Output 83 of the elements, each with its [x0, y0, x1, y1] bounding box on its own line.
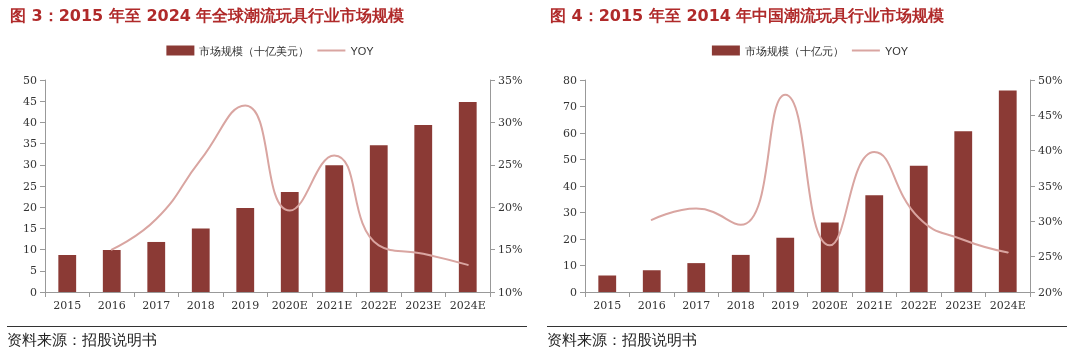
- y2-tick-label: 30%: [498, 115, 523, 129]
- text: 资料来源：招股说明书: [7, 326, 527, 350]
- legend-label: YOY: [350, 44, 375, 57]
- y-tick-label: 50: [23, 73, 37, 87]
- bar: [102, 250, 121, 292]
- x-tick-label: 2016: [97, 299, 126, 312]
- x-tick-label: 2015: [593, 299, 622, 312]
- y2-tick-label: 20%: [498, 200, 523, 214]
- y-tick-label: 10: [563, 259, 577, 272]
- legend-label: 市场规模（十亿元）: [744, 44, 844, 57]
- y-tick-label: 40: [23, 115, 37, 129]
- bar: [998, 90, 1017, 292]
- bar: [865, 195, 884, 292]
- bar: [191, 228, 210, 292]
- y-tick-label: 20: [23, 200, 37, 214]
- x-tick-label: 2021E: [856, 299, 893, 312]
- y-tick-label: 60: [563, 126, 577, 140]
- x-tick-label: 2018: [726, 299, 755, 312]
- y2-tick-label: 25%: [1038, 250, 1063, 264]
- y2-tick-label: 35%: [498, 73, 523, 87]
- bar: [325, 165, 344, 292]
- bar: [458, 102, 477, 292]
- y-tick-label: 10: [23, 243, 37, 257]
- y2-tick-label: 50%: [1038, 73, 1063, 87]
- x-tick-label: 2022E: [900, 299, 937, 312]
- y2-tick-label: 45%: [1038, 108, 1063, 122]
- bar: [687, 263, 706, 292]
- y-tick-label: 20: [563, 232, 577, 246]
- bar: [776, 237, 795, 292]
- y-tick-label: 0: [30, 285, 37, 299]
- x-tick-label: 2024E: [449, 299, 486, 312]
- x-tick-label: 2016: [637, 299, 666, 312]
- y2-tick-label: 30%: [1038, 214, 1063, 228]
- y-tick-label: 45: [23, 94, 37, 108]
- x-tick-label: 2015: [53, 299, 82, 312]
- bar: [820, 222, 839, 292]
- y-tick-label: 0: [570, 285, 577, 299]
- y2-tick-label: 10%: [498, 285, 523, 299]
- x-tick-label: 2017: [142, 299, 171, 312]
- bar: [954, 131, 973, 292]
- y-tick-label: 35: [23, 137, 37, 151]
- x-tick-label: 2022E: [360, 299, 397, 312]
- y-tick-label: 50: [563, 153, 577, 166]
- bar: [369, 145, 388, 292]
- bar: [731, 254, 750, 292]
- text: 资料来源：招股说明书: [547, 326, 1067, 350]
- y-tick-label: 30: [23, 158, 37, 172]
- bar: [642, 270, 661, 292]
- legend-label: YOY: [884, 44, 909, 57]
- bar: [147, 241, 166, 292]
- bar: [414, 124, 433, 292]
- chart-title: 图 4：2015 年至 2014 年中国潮流玩具行业市场规模: [550, 5, 945, 25]
- line-series: [650, 93, 1009, 254]
- x-tick-label: 2023E: [945, 299, 982, 312]
- x-tick-label: 2020E: [811, 299, 848, 312]
- bar: [598, 275, 617, 292]
- y-tick-label: 5: [30, 264, 37, 278]
- x-tick-label: 2019: [231, 299, 260, 312]
- bar: [909, 165, 928, 292]
- y-tick-label: 80: [563, 73, 577, 87]
- x-tick-label: 2023E: [405, 299, 442, 312]
- y-tick-label: 15: [23, 221, 37, 235]
- y-tick-label: 70: [563, 100, 577, 113]
- bar: [280, 191, 299, 292]
- y2-tick-label: 25%: [498, 158, 523, 172]
- y-tick-label: 40: [563, 179, 577, 193]
- bar: [236, 208, 255, 292]
- x-tick-label: 2024E: [989, 299, 1026, 312]
- bar: [58, 255, 77, 292]
- line-series: [110, 104, 469, 266]
- y2-tick-label: 40%: [1038, 144, 1063, 158]
- y2-tick-label: 15%: [498, 243, 523, 257]
- y-tick-label: 25: [23, 179, 37, 193]
- y-tick-label: 30: [563, 206, 577, 219]
- y2-tick-label: 20%: [1038, 285, 1063, 299]
- x-tick-label: 2019: [771, 299, 800, 312]
- y2-tick-label: 35%: [1038, 179, 1063, 193]
- legend-label: 市场规模（十亿美元）: [199, 44, 310, 57]
- x-tick-label: 2021E: [316, 299, 353, 312]
- x-tick-label: 2017: [682, 299, 711, 312]
- x-tick-label: 2018: [186, 299, 215, 312]
- chart-title: 图 3：2015 年至 2024 年全球潮流玩具行业市场规模: [10, 5, 405, 25]
- x-tick-label: 2020E: [271, 299, 308, 312]
